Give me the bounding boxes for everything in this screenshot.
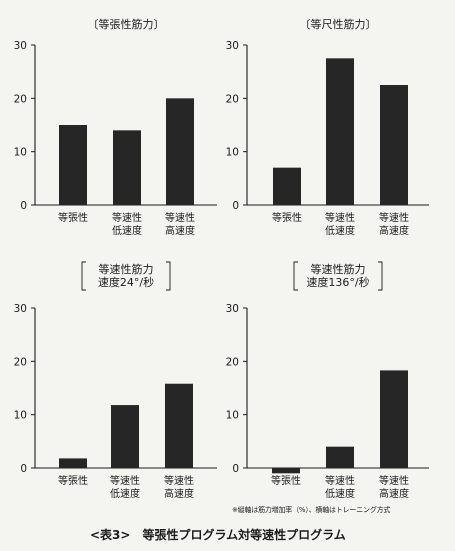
chart-title: 等速性筋力 <box>311 262 366 276</box>
y-tick-label: 30 <box>226 40 239 52</box>
y-tick-label: 0 <box>232 463 239 475</box>
category-label: 等張性 <box>272 211 302 224</box>
chart-subtitle: 速度24°/秒 <box>98 275 154 289</box>
y-tick-label: 30 <box>226 303 239 315</box>
category-label: 等張性 <box>58 211 88 224</box>
bar-2 <box>326 446 354 468</box>
bar-2 <box>326 58 354 206</box>
category-label: 等速性 <box>379 474 409 487</box>
y-tick-label: 30 <box>14 40 27 52</box>
y-tick-label: 0 <box>20 200 27 212</box>
caption-tag: <表3> <box>90 528 131 542</box>
category-label: 高速度 <box>379 487 409 500</box>
y-tick-label: 0 <box>20 463 27 475</box>
category-label: 低速度 <box>112 224 142 237</box>
category-label: 高速度 <box>164 487 194 500</box>
category-label: 低速度 <box>325 487 355 500</box>
y-tick-label: 20 <box>14 93 27 105</box>
bar-3 <box>165 383 193 468</box>
category-label: 等速性 <box>325 211 355 224</box>
bar-1 <box>273 167 301 205</box>
y-tick-label: 10 <box>226 147 239 159</box>
caption-text: 等張性プログラム対等速性プログラム <box>142 528 346 542</box>
category-label: 高速度 <box>379 224 409 237</box>
y-tick-label: 20 <box>226 93 239 105</box>
bar-2 <box>111 405 139 468</box>
bar-3 <box>380 370 408 468</box>
title-bracket-left <box>293 261 298 291</box>
y-tick-label: 10 <box>226 410 239 422</box>
y-tick-label: 0 <box>232 200 239 212</box>
bar-1 <box>272 468 300 474</box>
category-label: 等速性 <box>379 211 409 224</box>
y-tick-label: 20 <box>226 356 239 368</box>
category-label: 低速度 <box>325 224 355 237</box>
title-bracket-right <box>166 261 171 291</box>
y-tick-label: 30 <box>14 303 27 315</box>
category-label: 高速度 <box>165 224 195 237</box>
category-label: 等速性 <box>325 474 355 487</box>
chart-title: 〔等張性筋力〕 <box>88 17 165 31</box>
chart-subtitle: 速度136°/秒 <box>306 275 369 289</box>
category-label: 等速性 <box>165 211 195 224</box>
category-label: 等張性 <box>58 474 88 487</box>
bar-1 <box>59 458 87 468</box>
title-bracket-left <box>81 261 86 291</box>
bar-1 <box>59 125 87 205</box>
category-label: 低速度 <box>110 487 140 500</box>
category-label: 等速性 <box>110 474 140 487</box>
y-tick-label: 10 <box>14 410 27 422</box>
bar-3 <box>380 85 408 205</box>
footnote: ※縦軸は筋力増加率（%）、横軸はトレーニング方式 <box>232 506 391 514</box>
figure-caption: <表3> 等張性プログラム対等速性プログラム <box>90 526 346 543</box>
bar-3 <box>166 98 194 205</box>
category-label: 等張性 <box>271 474 301 487</box>
chart-title: 〔等尺性筋力〕 <box>300 17 377 31</box>
category-label: 等速性 <box>164 474 194 487</box>
title-bracket-right <box>378 261 383 291</box>
y-tick-label: 20 <box>14 356 27 368</box>
bar-2 <box>113 130 141 205</box>
y-tick-label: 10 <box>14 147 27 159</box>
chart-title: 等速性筋力 <box>99 262 154 276</box>
category-label: 等速性 <box>112 211 142 224</box>
